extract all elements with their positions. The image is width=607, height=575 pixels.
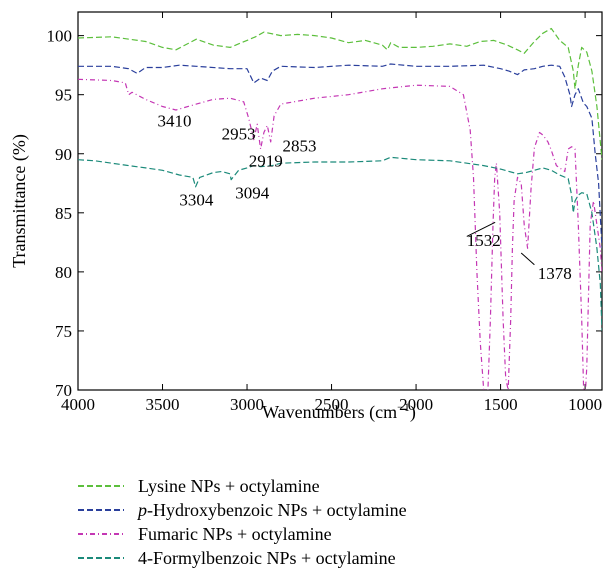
peak-label: 2853 bbox=[283, 136, 317, 155]
leader-line bbox=[520, 252, 535, 266]
x-tick-label: 1500 bbox=[484, 395, 518, 414]
plot-frame bbox=[77, 11, 603, 391]
peak-label: 1532 bbox=[467, 231, 501, 250]
axes: 4000 3500 3000 2500 2000 1500 1000 70 75 80 85 90 95… bbox=[47, 11, 603, 414]
series-layer bbox=[78, 27, 602, 390]
peak-label: 3094 bbox=[235, 184, 270, 203]
ftir-chart: 4000 3500 3000 2500 2000 1500 1000 70 75 80 85 90 95… bbox=[9, 11, 603, 423]
legend-label: p-Hydroxybenzoic NPs + octylamine bbox=[138, 500, 407, 520]
legend-item: Fumaric NPs + octylamine bbox=[78, 522, 598, 546]
x-axis-label: Wavenumbers (cm−1) bbox=[262, 400, 416, 423]
x-tick-label: 2500 bbox=[315, 395, 349, 414]
legend-item: Lysine NPs + octylamine bbox=[78, 474, 598, 498]
legend-label: 4-Formylbenzoic NPs + octylamine bbox=[138, 548, 396, 568]
series-line-2 bbox=[78, 63, 602, 249]
legend-swatch bbox=[78, 509, 124, 511]
peak-label: 3304 bbox=[179, 191, 214, 210]
x-tick-label: 4000 bbox=[61, 395, 95, 414]
series-line-4 bbox=[78, 156, 602, 331]
series-line-3 bbox=[78, 78, 602, 390]
y-tick-label: 95 bbox=[55, 86, 72, 105]
x-tick-label: 2000 bbox=[399, 395, 433, 414]
series-line-1 bbox=[78, 27, 602, 160]
x-tick-label: 3000 bbox=[230, 395, 264, 414]
peak-label: 1378 bbox=[538, 264, 572, 283]
peak-label: 2953 bbox=[222, 125, 256, 144]
peak-label: 2919 bbox=[249, 152, 283, 171]
legend-item: 4-Formylbenzoic NPs + octylamine bbox=[78, 546, 598, 570]
y-tick-label: 85 bbox=[55, 204, 72, 223]
y-tick-label: 80 bbox=[55, 263, 72, 282]
x-tick-label: 3500 bbox=[146, 395, 180, 414]
legend-swatch bbox=[78, 557, 124, 559]
y-tick-label: 90 bbox=[55, 145, 72, 164]
leader-line bbox=[466, 221, 496, 237]
legend-label: Lysine NPs + octylamine bbox=[138, 476, 320, 496]
y-tick-label: 100 bbox=[47, 27, 73, 46]
x-tick-label: 1000 bbox=[568, 395, 602, 414]
legend-item: p-Hydroxybenzoic NPs + octylamine bbox=[78, 498, 598, 522]
legend: Lysine NPs + octylamine p-Hydroxybenzoic … bbox=[78, 474, 598, 570]
legend-label: Fumaric NPs + octylamine bbox=[138, 524, 332, 544]
legend-swatch bbox=[78, 485, 124, 487]
y-axis-label: Transmittance (%) bbox=[9, 134, 30, 268]
y-tick-label: 70 bbox=[55, 381, 72, 400]
peak-label: 3410 bbox=[157, 112, 191, 131]
y-tick-label: 75 bbox=[55, 322, 72, 341]
legend-swatch bbox=[78, 533, 124, 535]
